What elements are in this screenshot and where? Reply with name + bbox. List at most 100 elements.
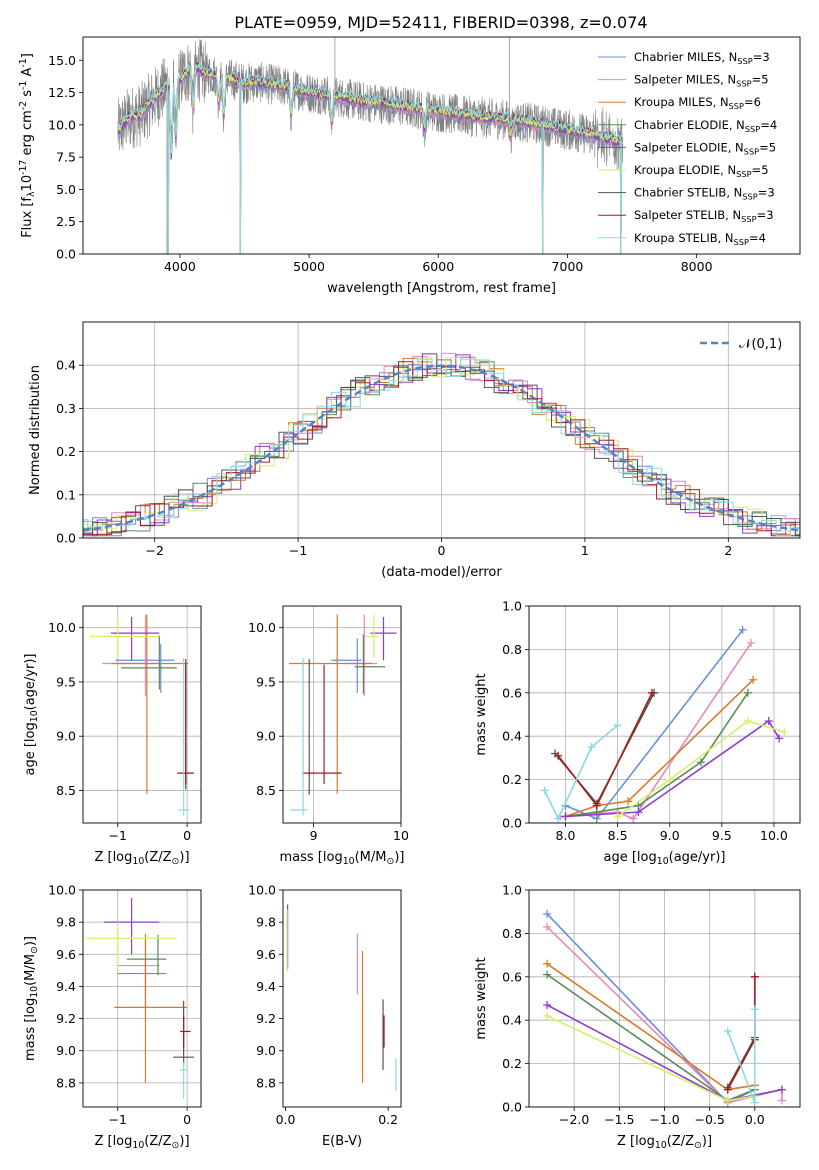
y-tick-label: 0.0 xyxy=(502,1100,522,1115)
y-tick-label: 5.0 xyxy=(56,182,76,197)
figure-title: PLATE=0959, MJD=52411, FIBERID=0398, z=0… xyxy=(234,13,647,32)
weight-line xyxy=(726,976,756,1090)
legend-entry: Salpeter MILES, NSSP=5 xyxy=(634,73,769,89)
label-span: erg cm xyxy=(20,110,35,159)
legend-entry: Kroupa MILES, NSSP=6 xyxy=(634,95,761,111)
weight-marker xyxy=(554,751,563,760)
weight-line xyxy=(565,679,754,818)
residual-histogram xyxy=(83,357,800,532)
weight-marker xyxy=(629,814,638,823)
x-axis-label: wavelength [Angstrom, rest frame] xyxy=(327,281,556,296)
legend-entry: Chabrier MILES, NSSP=3 xyxy=(634,50,770,66)
label-span: SSP xyxy=(729,101,744,111)
y-tick-label: 9.6 xyxy=(56,947,76,962)
y-axis-label: age [log10(age/yr)] xyxy=(23,654,40,776)
label-span: -17 xyxy=(18,160,29,175)
residual-histogram xyxy=(83,353,800,537)
weight-marker xyxy=(777,1096,786,1105)
weight-marker xyxy=(775,734,784,743)
x-tick-label: 5000 xyxy=(293,259,325,274)
mass-vs-extinction-panel: 0.0 0.2 8.8 9.0 9.2 9.4 9.6 9.8 10.0 E(B-V) xyxy=(248,883,402,1149)
x-tick-label: 9.0 xyxy=(660,828,680,843)
label-span: Flux [f xyxy=(20,197,35,238)
x-tick-label: 6000 xyxy=(422,259,454,274)
label-span: Salpeter STELIB, N xyxy=(634,208,741,222)
x-tick-label: 8000 xyxy=(681,259,713,274)
label-span: SSP xyxy=(741,214,756,224)
y-tick-label: 7.5 xyxy=(56,150,76,165)
label-span: (Z/Z xyxy=(144,850,171,865)
y-tick-label: 8.5 xyxy=(56,783,76,798)
weight-marker xyxy=(543,922,552,931)
label-span: 10 xyxy=(132,1140,144,1151)
x-tick-label: 10.0 xyxy=(760,828,788,843)
legend-entry: Kroupa ELODIE, NSSP=5 xyxy=(634,163,769,179)
plot-area xyxy=(543,909,786,1107)
weight-marker xyxy=(747,638,756,647)
y-tick-label: 0.4 xyxy=(502,729,522,744)
label-span: SSP xyxy=(736,79,751,89)
label-span: SSP xyxy=(737,56,752,66)
label-span: s xyxy=(20,90,35,101)
mass-vs-metallicity-panel: −1 08.89.09.29.49.69.810.0Z [log10(Z/Z⊙)]… xyxy=(23,883,202,1151)
label-span: 10 xyxy=(343,856,355,867)
x-tick-label: −2.0 xyxy=(559,1112,589,1127)
label-span: Chabrier MILES, N xyxy=(634,50,737,64)
y-tick-label: 9.0 xyxy=(56,729,76,744)
y-tick-label: 0.0 xyxy=(56,531,76,546)
y-tick-label: 0.0 xyxy=(502,816,522,831)
weight-marker xyxy=(743,717,752,726)
axes-frame xyxy=(282,605,402,824)
label-span: (age/yr)] xyxy=(669,850,726,865)
label-span: )] xyxy=(179,1134,189,1149)
label-span: SSP xyxy=(744,146,759,156)
label-span: =4 xyxy=(749,231,766,245)
y-axis-label: Flux [fλ10-17 erg cm-2 s-1 A-1] xyxy=(18,53,37,238)
axes-frame xyxy=(82,605,202,824)
y-tick-label: 0.2 xyxy=(502,772,522,787)
label-span: =6 xyxy=(744,95,761,109)
label-span: mass [log xyxy=(280,850,343,865)
weight-marker xyxy=(750,1005,759,1014)
plot-area xyxy=(540,625,789,823)
label-span: Z [log xyxy=(617,1134,655,1149)
weight-marker xyxy=(634,808,643,817)
x-axis-label: mass [log10(M/M⊙)] xyxy=(280,850,405,867)
plot-area xyxy=(286,904,397,1091)
x-tick-label: −1 xyxy=(108,828,126,843)
weight-marker xyxy=(696,758,705,767)
y-tick-label: 0.4 xyxy=(56,358,76,373)
weight-marker xyxy=(749,675,758,684)
x-axis-label: age [log10(age/yr)] xyxy=(604,850,726,867)
weight-marker xyxy=(554,814,563,823)
weight-marker xyxy=(738,625,747,634)
x-axis-label: E(B-V) xyxy=(322,1134,362,1149)
label-span: )] xyxy=(179,850,189,865)
weight-marker xyxy=(647,688,656,697)
label-span: =5 xyxy=(752,73,769,87)
y-tick-label: 9.2 xyxy=(56,1011,76,1026)
legend-entry: Salpeter STELIB, NSSP=3 xyxy=(634,208,774,224)
x-tick-label: −1 xyxy=(289,543,307,558)
x-tick-label: 0.0 xyxy=(276,1112,296,1127)
axes-frame xyxy=(82,889,202,1108)
x-tick-label: 1 xyxy=(581,543,589,558)
x-axis-label: Z [log10(Z/Z⊙)] xyxy=(94,850,189,867)
label-span: 𝒩(0,1) xyxy=(739,337,782,352)
y-tick-label: 9.5 xyxy=(56,674,76,689)
y-tick-label: 1.0 xyxy=(502,883,522,898)
label-span: )] xyxy=(23,936,38,946)
label-span: =5 xyxy=(759,140,776,154)
label-span: (age/yr)] xyxy=(23,654,38,711)
y-tick-label: 8.8 xyxy=(256,1075,276,1090)
label-span: ⊙ xyxy=(29,946,40,954)
label-span: =4 xyxy=(760,118,777,132)
y-tick-label: 9.6 xyxy=(256,947,276,962)
y-tick-label: 9.2 xyxy=(256,1011,276,1026)
label-span: mass weight xyxy=(474,957,489,1039)
weight-marker xyxy=(750,1098,759,1107)
x-tick-label: 8.5 xyxy=(608,828,628,843)
y-tick-label: 12.5 xyxy=(48,85,76,100)
x-tick-label: 2 xyxy=(724,543,732,558)
